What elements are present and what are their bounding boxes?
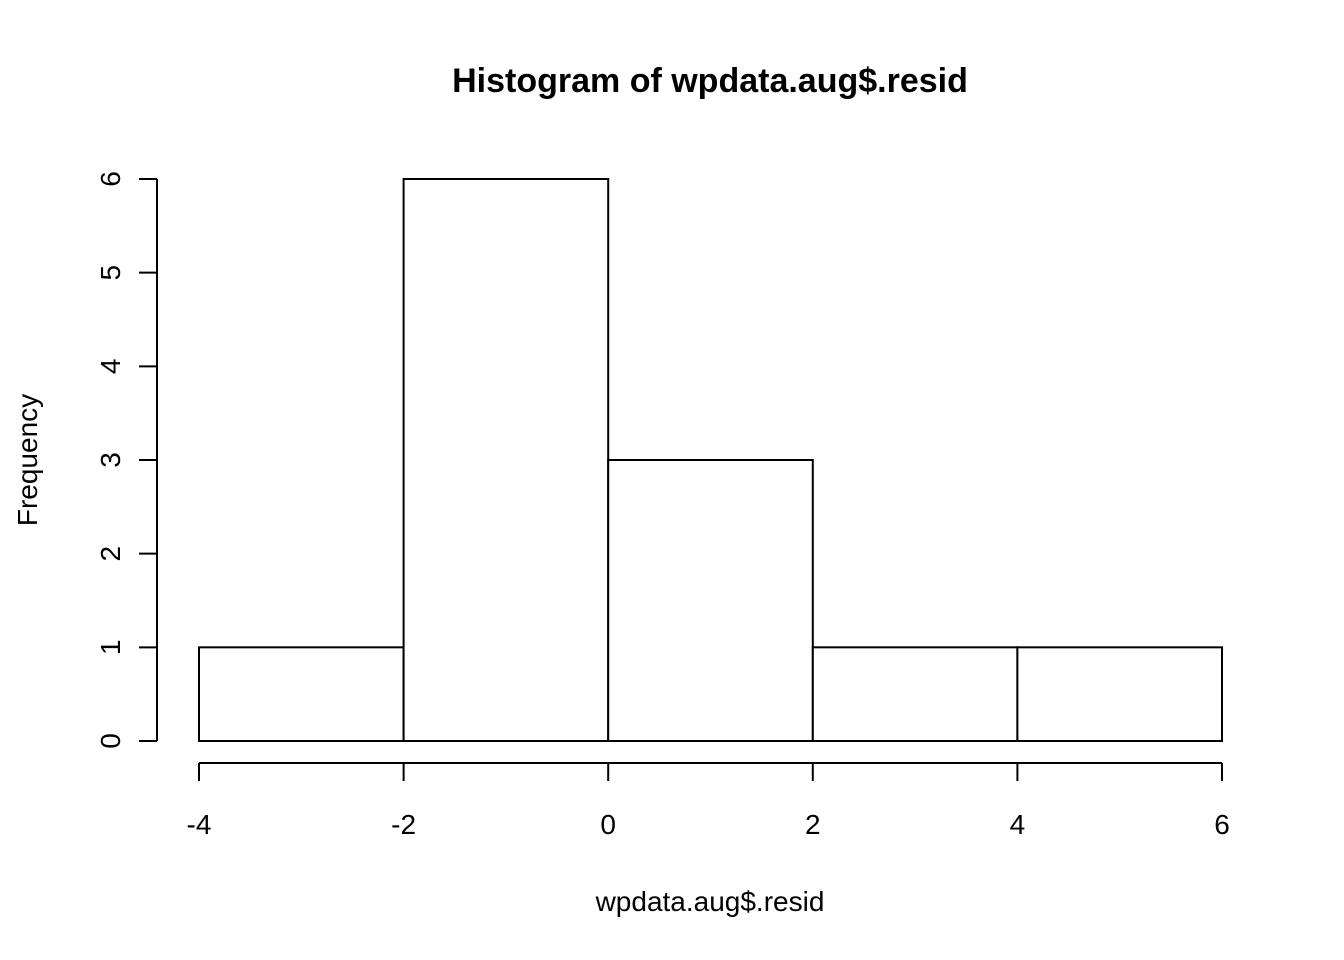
y-tick-label: 1 xyxy=(95,640,126,656)
histogram-bar-5 xyxy=(1016,646,1224,742)
histogram-bar-2 xyxy=(402,178,610,742)
histogram-bar-3 xyxy=(607,459,814,742)
histogram-bar-1 xyxy=(198,646,405,742)
y-tick-label: 5 xyxy=(95,265,126,281)
x-tick-label: 4 xyxy=(1010,809,1026,840)
x-tick-label: 0 xyxy=(600,809,616,840)
y-tick-label: 6 xyxy=(95,171,126,187)
histogram-bars xyxy=(198,178,1224,742)
chart-title: Histogram of wpdata.aug$.resid xyxy=(452,62,968,100)
x-tick-label: 2 xyxy=(805,809,821,840)
histogram-bar-4 xyxy=(811,646,1019,742)
x-tick-label: -4 xyxy=(187,809,212,840)
y-axis: 0 1 2 3 4 5 6 xyxy=(95,171,158,749)
y-tick-label: 4 xyxy=(95,359,126,375)
x-tick-label: -2 xyxy=(391,809,416,840)
y-tick-label: 3 xyxy=(95,452,126,468)
y-tick-label: 2 xyxy=(95,546,126,562)
x-axis-label: wpdata.aug$.resid xyxy=(595,886,825,917)
y-axis-label: Frequency xyxy=(12,394,43,526)
x-tick-label: 6 xyxy=(1214,809,1230,840)
x-axis: -4 -2 0 2 4 6 xyxy=(187,762,1230,840)
y-tick-label: 0 xyxy=(95,733,126,749)
